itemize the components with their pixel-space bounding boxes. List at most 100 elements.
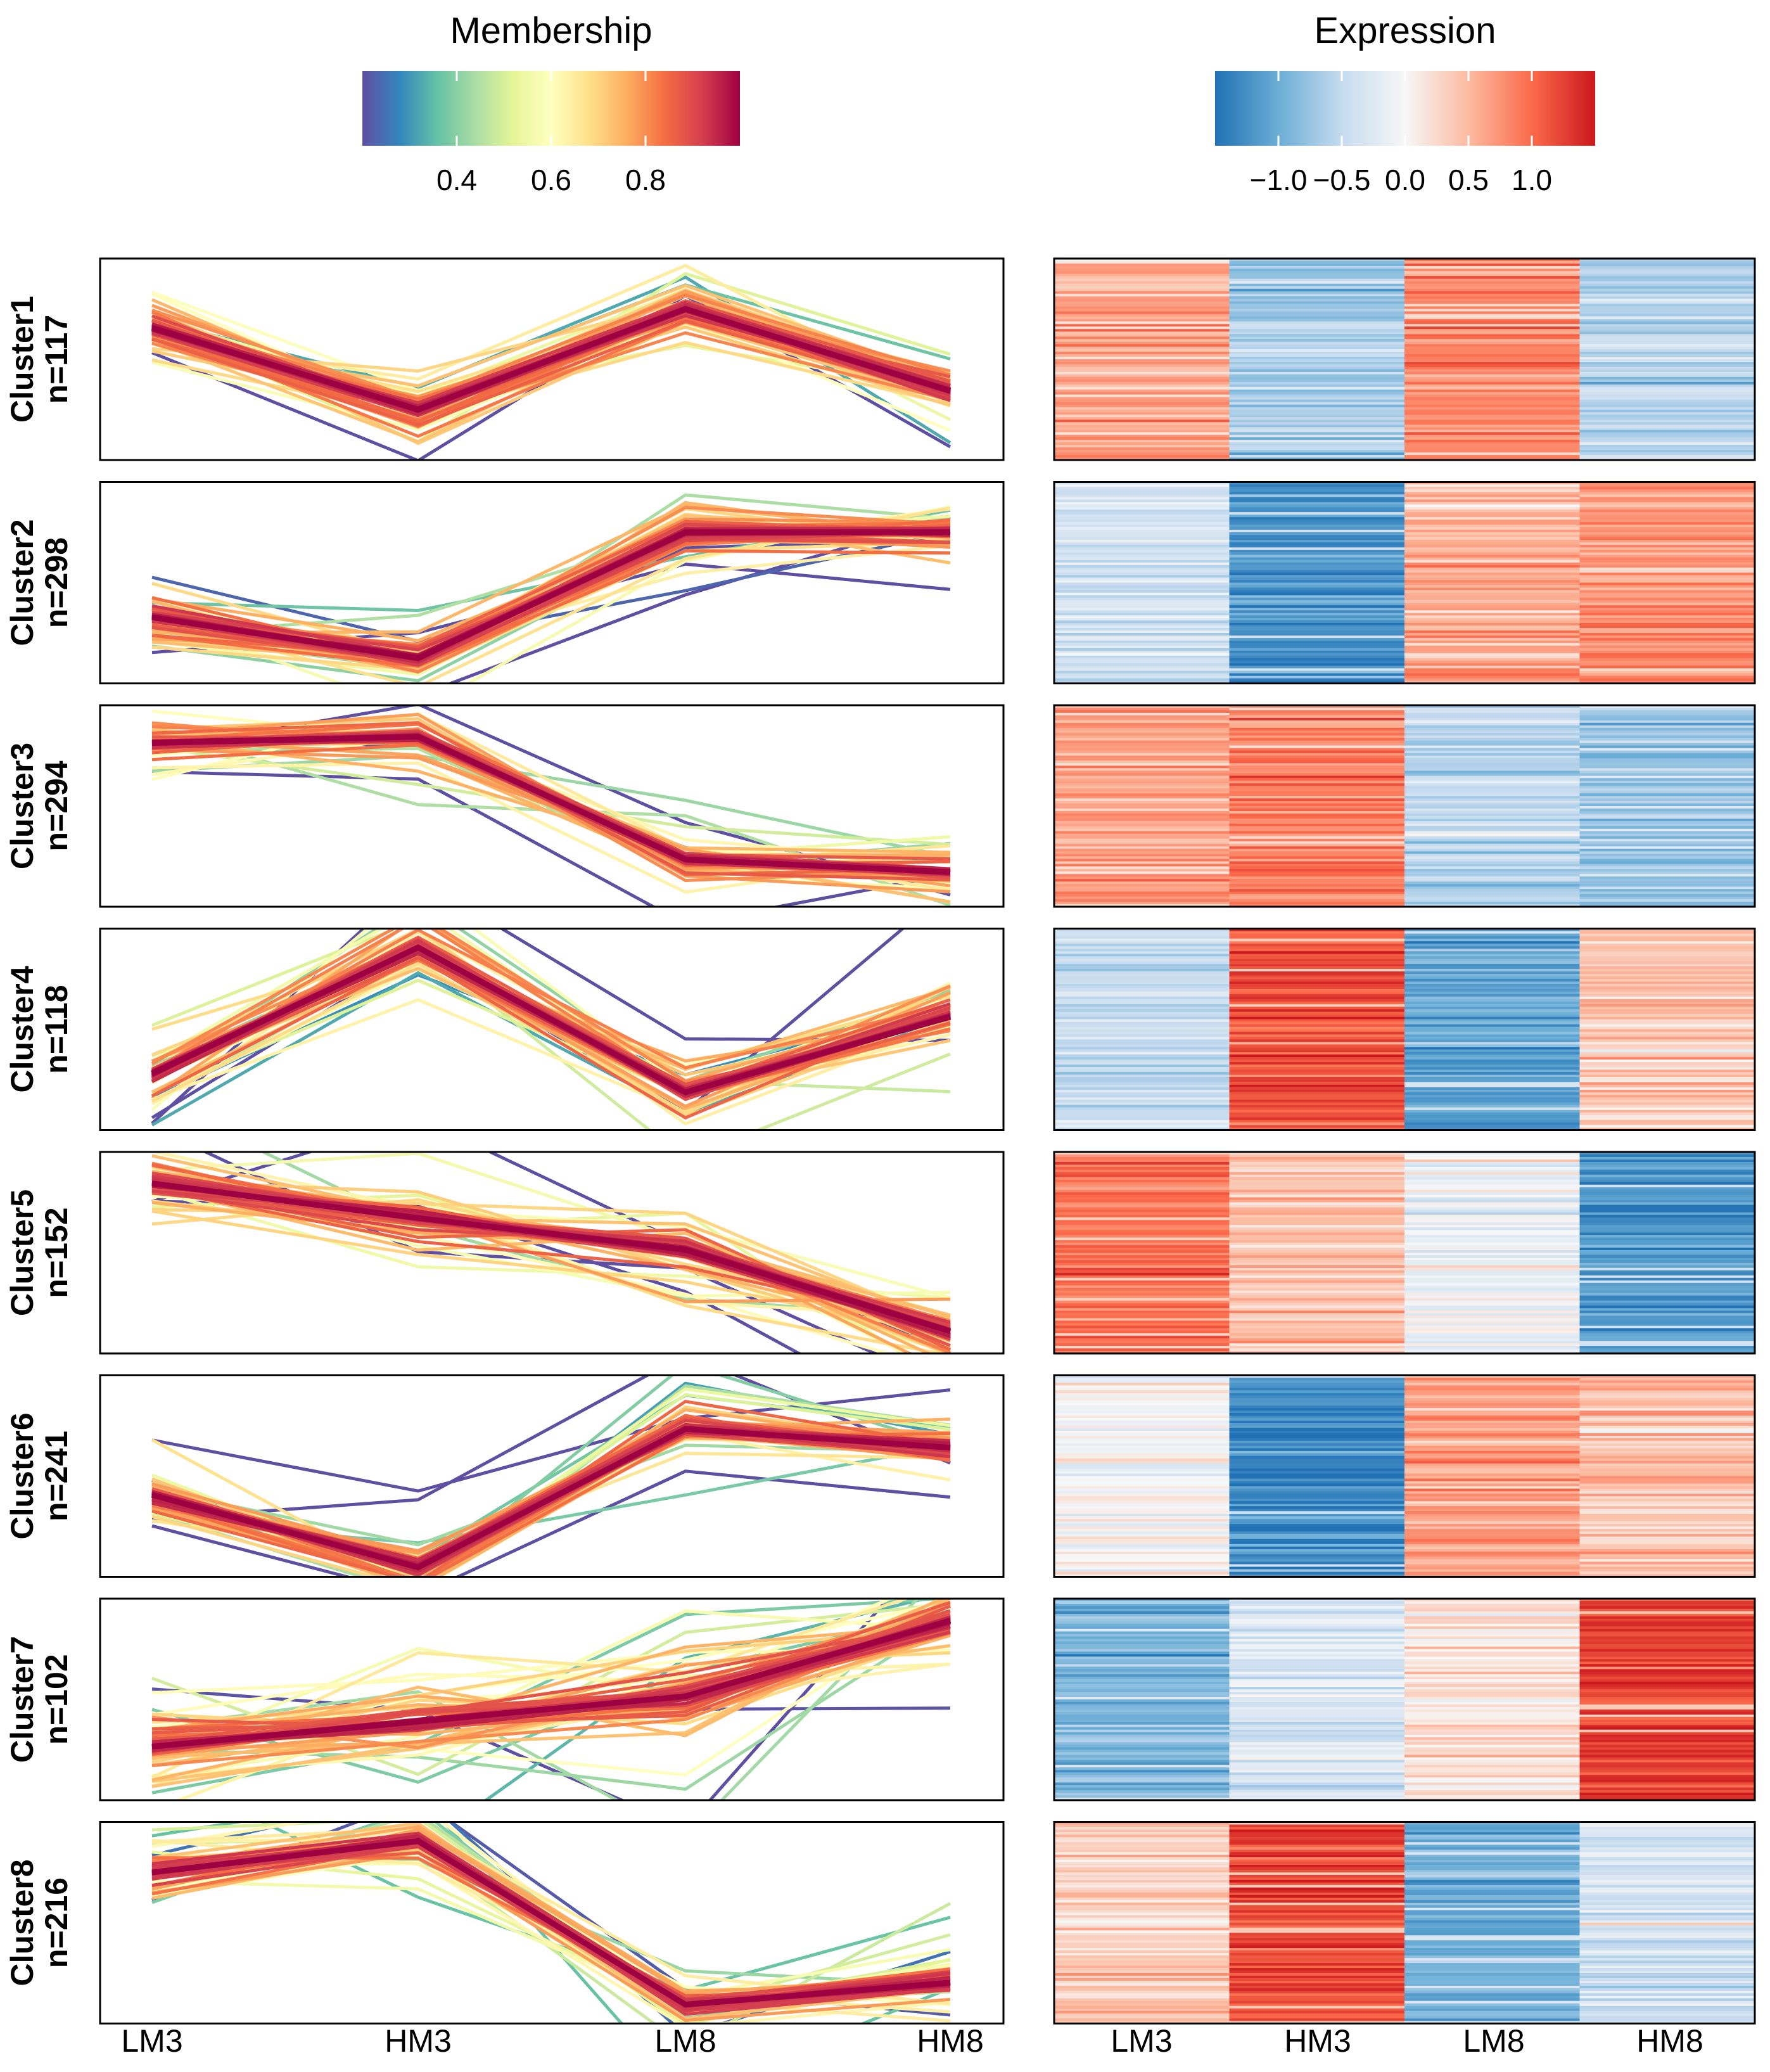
heatmap-x-label-lm8: LM8 (1463, 2023, 1524, 2059)
heatmap-cell (1229, 813, 1405, 817)
heatmap-cell (1229, 326, 1405, 329)
heatmap-cell (1404, 311, 1581, 315)
heatmap-cell (1579, 1651, 1755, 1655)
heatmap-cell (1579, 331, 1755, 335)
heatmap-cell (1404, 442, 1581, 445)
heatmap-cell (1579, 1044, 1755, 1047)
centroid-line (151, 305, 952, 413)
heatmap-cell (1054, 1336, 1230, 1339)
heatmap-cell (1404, 1533, 1581, 1537)
heatmap-cell (1054, 1184, 1230, 1188)
heatmap-cell (1054, 1837, 1230, 1840)
heatmap-cell (1229, 1682, 1405, 1685)
heatmap-cell (1054, 1390, 1230, 1393)
heatmap-cell (1579, 1159, 1755, 1163)
heatmap-cell (1229, 311, 1405, 315)
heatmap-cell (1579, 625, 1755, 629)
heatmap-cell (1229, 1341, 1405, 1344)
heatmap-cell (1404, 1765, 1581, 1768)
heatmap-cell (1404, 1275, 1581, 1279)
heatmap-cell (1404, 1250, 1581, 1253)
heatmap-cell (1229, 904, 1405, 907)
heatmap-cell (1054, 1860, 1230, 1863)
heatmap-cell (1054, 554, 1230, 558)
heatmap-cell (1404, 793, 1581, 796)
heatmap-cell (1579, 587, 1755, 591)
heatmap-cell (1054, 956, 1230, 959)
heatmap-cell (1404, 1963, 1581, 1966)
heatmap-cell (1404, 326, 1581, 329)
heatmap-cell (1229, 592, 1405, 596)
heatmap-cell (1404, 1390, 1581, 1393)
heatmap-cell (1579, 265, 1755, 269)
heatmap-cell (1054, 765, 1230, 769)
heatmap-cell (1054, 1785, 1230, 1788)
heatmap-cell (1579, 988, 1755, 992)
heatmap-cell (1404, 1127, 1581, 1131)
heatmap-cell (1579, 1089, 1755, 1093)
heatmap-cell (1404, 374, 1581, 378)
heatmap-cell (1054, 379, 1230, 383)
profile-line (151, 754, 951, 859)
heatmap-cell (1579, 668, 1755, 672)
heatmap-cell (1054, 357, 1230, 360)
heatmap-cell (1054, 735, 1230, 739)
heatmap-cell (1229, 417, 1405, 420)
heatmap-cell (1579, 527, 1755, 530)
heatmap-panel-frame (1053, 1374, 1756, 1578)
heatmap-cell (1054, 1925, 1230, 1929)
heatmap-cell (1054, 331, 1230, 335)
heatmap-cell (1404, 681, 1581, 684)
heatmap-cell (1579, 1390, 1755, 1393)
heatmap-cell (1579, 1973, 1755, 1976)
heatmap-cell (1054, 1664, 1230, 1667)
heatmap-cell (1054, 497, 1230, 500)
heatmap-cell (1054, 1767, 1230, 1770)
heatmap-cell (1229, 1780, 1405, 1783)
heatmap-cell (1054, 1471, 1230, 1474)
heatmap-cell (1054, 1506, 1230, 1509)
heatmap-cell (1579, 1775, 1755, 1778)
heatmap-cell (1579, 1608, 1755, 1612)
heatmap-cell (1229, 1739, 1405, 1743)
heatmap-cell (1404, 1639, 1581, 1642)
heatmap-cell (1404, 265, 1581, 269)
heatmap-cell (1229, 1001, 1405, 1005)
heatmap-cell (1579, 1749, 1755, 1753)
heatmap-cell (1579, 539, 1755, 543)
heatmap-cell (1579, 575, 1755, 579)
heatmap-cell (1404, 1054, 1581, 1058)
heatmap-cell (1229, 1963, 1405, 1966)
heatmap-cell (1229, 1488, 1405, 1492)
heatmap-cell (1579, 1925, 1755, 1929)
heatmap-cell (1579, 1343, 1755, 1346)
heatmap-cell (1229, 2011, 1405, 2014)
heatmap-cell (1229, 1834, 1405, 1838)
heatmap-cell (1404, 1197, 1581, 1201)
heatmap-cell (1054, 499, 1230, 502)
heatmap-cell (1404, 969, 1581, 972)
heatmap-cell (1054, 722, 1230, 726)
heatmap-cell (1229, 1468, 1405, 1472)
heatmap-cell (1579, 1388, 1755, 1391)
heatmap-cell (1054, 1654, 1230, 1658)
heatmap-cell (1229, 715, 1405, 719)
line-panel (100, 482, 1003, 684)
heatmap-cell (1404, 678, 1581, 682)
heatmap-cell (1579, 1915, 1755, 1919)
heatmap-cell (1229, 572, 1405, 576)
heatmap-cell (1404, 1646, 1581, 1650)
heatmap-cell (1229, 1729, 1405, 1733)
heatmap-cell (1054, 1220, 1230, 1223)
heatmap-cell (1404, 384, 1581, 388)
heatmap-cell (1404, 986, 1581, 990)
heatmap-cell (1579, 1895, 1755, 1898)
heatmap-cell (1579, 974, 1755, 977)
heatmap-cell (1579, 288, 1755, 292)
heatmap-cell (1579, 329, 1755, 332)
heatmap-cell (1579, 740, 1755, 744)
heatmap-cell (1579, 1125, 1755, 1129)
heatmap-cell (1054, 1666, 1230, 1670)
heatmap-cell (1579, 1313, 1755, 1316)
